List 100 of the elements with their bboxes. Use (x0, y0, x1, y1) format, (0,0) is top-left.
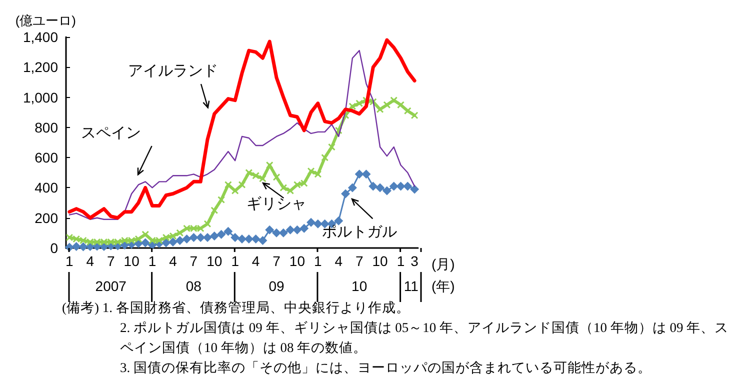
point (356, 100, 363, 107)
point (134, 235, 142, 242)
y-tick-label: 1,200 (22, 59, 58, 76)
x-tick-label: 1 (231, 253, 240, 269)
x-tick-label: 4 (169, 253, 178, 269)
text: 10 (352, 278, 368, 294)
point (162, 234, 170, 241)
x-tick-label: 10 (289, 253, 306, 269)
point (259, 175, 266, 182)
point (341, 189, 350, 198)
x-tick-label: 1 (148, 253, 156, 269)
x-tick-label: 7 (190, 253, 198, 269)
point (245, 169, 252, 176)
x-tick-label: 10 (124, 253, 140, 269)
point (286, 225, 295, 234)
point (410, 184, 420, 194)
point (294, 181, 301, 188)
text: 2. ポルトガル国債は 09 年、ギリシャ国債は 05～10 年、アイルランド国債（10 年物）は 09 年、スペイン国債（10 年物）は 08 年の数値。 (119, 319, 730, 357)
y-tick-label: 400 (34, 180, 58, 196)
point (210, 206, 218, 214)
point (156, 236, 163, 244)
x-axis-title: (月) (431, 256, 455, 274)
point (348, 102, 356, 110)
point (148, 236, 156, 244)
point (168, 237, 178, 246)
x-tick-label: 1 (314, 253, 322, 269)
point (252, 172, 260, 180)
point (251, 234, 260, 244)
point (411, 112, 418, 119)
text: 3. 国債の保有比率の「その他」には、ヨーロッパの国が含まれている可能性がある。 (119, 359, 652, 377)
x-tick-label: 4 (334, 253, 343, 269)
text: 08 (186, 278, 202, 294)
series-label: アイルランド (128, 61, 218, 80)
point (397, 101, 404, 108)
point (389, 182, 398, 191)
point (66, 234, 73, 241)
point (354, 170, 364, 179)
point (238, 181, 246, 188)
point (183, 224, 190, 232)
point (218, 196, 225, 204)
point (140, 238, 150, 248)
point (348, 183, 357, 192)
point (280, 184, 287, 192)
y-tick-label: 1,000 (22, 89, 58, 106)
point (362, 170, 371, 179)
point (368, 182, 378, 191)
point (224, 226, 233, 236)
point (230, 232, 240, 242)
point (258, 236, 268, 245)
y-tick-label: 1,400 (22, 29, 58, 45)
point (390, 96, 398, 104)
x-tick-label: 4 (252, 253, 260, 269)
point (306, 218, 316, 227)
text: (年) (431, 278, 455, 296)
point (313, 219, 322, 228)
point (169, 232, 176, 240)
point (80, 236, 87, 244)
y-axis-title: (億ユーロ) (15, 13, 76, 28)
point (216, 230, 226, 239)
y-tick-label: 0 (50, 240, 58, 256)
text: 09 (268, 278, 284, 294)
text: 2007 (95, 278, 126, 294)
point (300, 180, 308, 187)
x-tick-label: 7 (106, 253, 115, 269)
point (383, 101, 390, 108)
point (238, 234, 246, 244)
point (265, 225, 274, 234)
point (204, 220, 211, 228)
point (376, 183, 385, 192)
point (114, 238, 122, 246)
point (189, 232, 198, 242)
point (292, 225, 302, 234)
point (376, 106, 384, 113)
point (121, 236, 128, 244)
point (142, 230, 149, 238)
point (382, 186, 392, 196)
y-tick-label: 800 (34, 119, 58, 136)
point (72, 242, 81, 251)
point (210, 231, 219, 240)
x-tick-label: 3 (410, 253, 419, 269)
point (182, 234, 192, 244)
point (308, 168, 315, 175)
point (321, 154, 328, 162)
point (404, 107, 412, 114)
point (100, 238, 108, 246)
point (176, 229, 184, 236)
point (94, 238, 101, 246)
point (314, 170, 322, 178)
point (197, 224, 204, 232)
x-tick-label: 10 (206, 253, 222, 269)
point (328, 144, 336, 151)
text: (備考) 1. 各国財務省、債務管理局、中央銀行より作成。 (62, 299, 411, 317)
point (300, 224, 309, 233)
x-tick-label: 10 (372, 253, 388, 269)
y-tick-label: 200 (34, 210, 58, 226)
point (273, 174, 280, 181)
x-tick-label: 4 (86, 253, 94, 269)
x-tick-label: 7 (355, 253, 364, 269)
point (107, 238, 114, 246)
point (190, 224, 198, 232)
